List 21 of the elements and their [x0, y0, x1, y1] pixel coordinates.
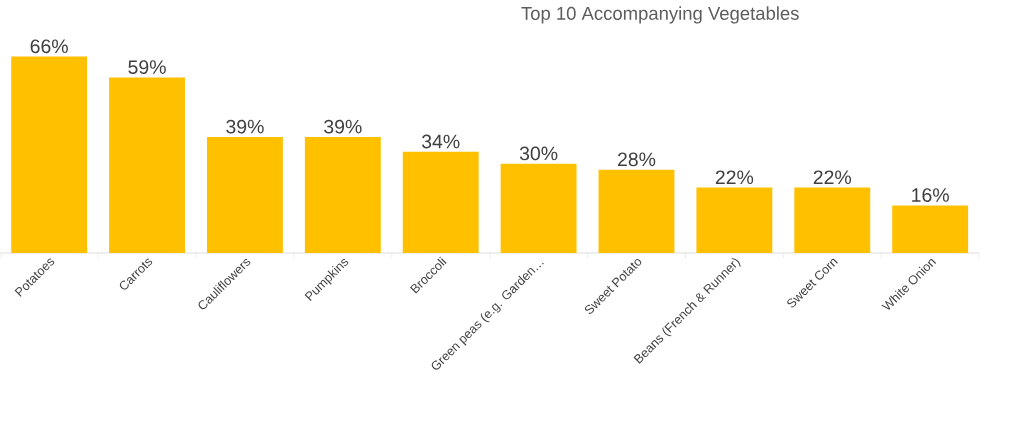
- bar: [11, 56, 88, 254]
- bar: [696, 187, 773, 254]
- data-label: 34%: [421, 134, 460, 149]
- data-label: 28%: [617, 152, 656, 167]
- bar: [500, 163, 577, 254]
- bar: [598, 169, 675, 254]
- bar: [109, 77, 185, 254]
- data-label: 39%: [226, 119, 264, 134]
- data-label: 22%: [715, 170, 754, 185]
- data-label: 22%: [813, 170, 852, 185]
- data-label: 30%: [519, 146, 558, 161]
- bar: [206, 137, 283, 254]
- data-label: 66%: [30, 39, 68, 54]
- bar: [304, 137, 381, 254]
- data-label: 59%: [128, 60, 166, 75]
- chart-title: Top 10 Accompanying Vegetables: [521, 6, 799, 24]
- data-label: 16%: [912, 188, 949, 203]
- data-label: 39%: [324, 119, 362, 134]
- bar: [794, 187, 871, 254]
- bar: [402, 151, 479, 254]
- bar: [892, 205, 969, 254]
